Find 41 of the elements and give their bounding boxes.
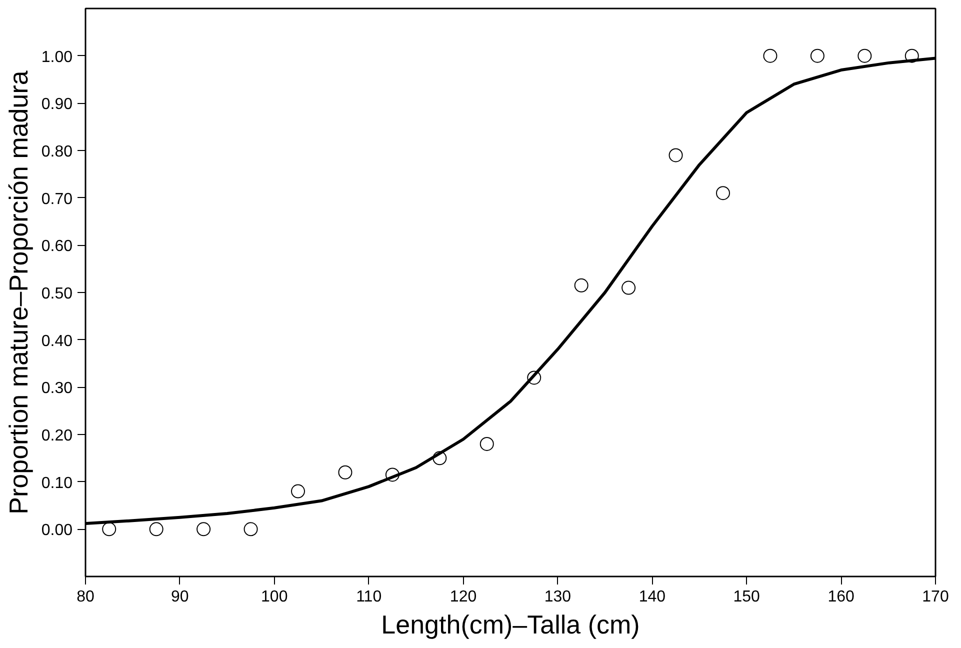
point	[244, 522, 258, 536]
x-tick-label: 120	[450, 588, 477, 606]
point	[291, 484, 305, 498]
point	[196, 522, 211, 536]
x-tick-label: 160	[828, 588, 855, 606]
y-tick-label: 0.00	[41, 522, 73, 540]
y-tick-label: 0.70	[41, 190, 73, 208]
point	[668, 148, 683, 162]
point	[149, 522, 164, 536]
y-tick-label: 0.90	[41, 96, 73, 114]
x-tick-label: 110	[356, 588, 382, 606]
point	[385, 468, 400, 482]
point	[810, 48, 824, 63]
y-tick-label: 0.40	[41, 332, 73, 350]
point	[480, 436, 494, 451]
point	[904, 48, 919, 63]
y-tick-label: 0.20	[41, 428, 73, 444]
y-tick-label: 0.50	[41, 286, 73, 302]
point	[763, 48, 778, 63]
y-tick-label: 1.00	[41, 48, 73, 66]
x-tick-label: 130	[544, 588, 572, 606]
x-axis-title: Length(cm)–Talla (cm)	[381, 610, 640, 640]
point	[338, 465, 352, 480]
y-tick-label: 0.30	[41, 380, 73, 398]
x-tick-label: 170	[922, 588, 949, 606]
point	[858, 48, 872, 63]
point	[622, 280, 636, 295]
point	[574, 278, 588, 292]
y-axis-title: Proportion mature–Proporción madura	[3, 70, 34, 514]
y-tick-label: 0.80	[41, 144, 73, 160]
point	[527, 370, 542, 385]
point	[102, 522, 116, 536]
x-tick-label: 100	[261, 588, 288, 606]
y-tick-label: 0.10	[41, 474, 73, 492]
x-tick-label: 140	[638, 588, 666, 606]
point	[716, 186, 730, 200]
x-tick-label: 150	[733, 588, 760, 606]
x-tick-label: 90	[171, 588, 189, 606]
point	[432, 451, 447, 466]
y-tick-label: 0.60	[41, 238, 73, 256]
x-tick-label: 80	[76, 588, 94, 606]
